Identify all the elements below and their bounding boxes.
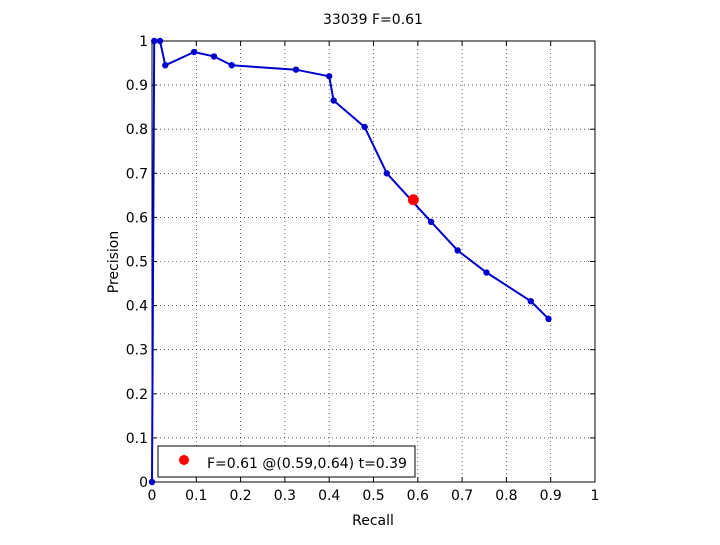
pr-curve-point: [527, 297, 534, 305]
legend-entry-text: F=0.61 @(0.59,0.64) t=0.39: [207, 456, 407, 472]
x-tick-label: 0: [148, 488, 157, 504]
pr-curve-point: [483, 269, 490, 276]
legend-box: [157, 445, 416, 478]
pr-curve-point: [326, 73, 333, 80]
y-tick-label: 0.1: [126, 431, 148, 447]
pr-curve-point: [190, 48, 198, 56]
chart-title: 33039 F=0.61: [323, 12, 423, 28]
x-axis-title: Recall: [352, 513, 394, 529]
x-tick-label: 0.9: [540, 488, 562, 504]
pr-curve-point: [454, 247, 461, 254]
pr-curve-point: [228, 62, 235, 69]
best-f-point: [407, 194, 419, 206]
pr-curve-point: [292, 66, 300, 73]
pr-curve-point: [210, 53, 218, 60]
series-layer: [148, 37, 552, 486]
pr-curve-point: [330, 97, 337, 104]
y-tick-label: 0.2: [126, 387, 148, 403]
y-tick-label: 0.3: [126, 343, 148, 359]
ticks: 0 0.1 0.2 0.3 0.4 0.5 0.6 0.7 0.8 0.9 1 0 0.1 0.2 0.3 0…: [126, 34, 600, 504]
x-tick-label: 1: [591, 488, 600, 504]
pr-curve-point: [151, 37, 158, 45]
x-tick-label: 0.7: [451, 488, 473, 504]
y-tick-label: 0.9: [126, 78, 148, 94]
pr-curve-point: [361, 123, 368, 131]
y-tick-label: 0.4: [126, 299, 148, 315]
x-tick-label: 0.5: [362, 488, 384, 504]
legend-marker: [179, 455, 189, 465]
y-tick-label: 1: [139, 34, 148, 50]
grid: [152, 41, 595, 482]
pr-curve-point: [545, 315, 552, 323]
pr-curve-point: [162, 62, 169, 69]
y-tick-label: 0.6: [126, 210, 148, 226]
y-tick-label: 0.7: [126, 166, 148, 182]
pr-curve-point: [383, 170, 390, 177]
x-tick-label: 0.8: [495, 488, 517, 504]
pr-curve-point: [148, 478, 156, 486]
y-tick-label: 0: [139, 475, 148, 491]
x-tick-label: 0.1: [185, 488, 207, 504]
y-axis-title: Precision: [106, 231, 122, 293]
x-tick-label: 0.6: [407, 488, 429, 504]
pr-curve-point: [427, 218, 435, 226]
pr-curve-point: [156, 37, 164, 45]
x-tick-label: 0.4: [318, 488, 340, 504]
y-tick-label: 0.8: [126, 122, 148, 138]
x-tick-label: 0.2: [229, 488, 251, 504]
x-tick-label: 0.3: [274, 488, 296, 504]
y-tick-label: 0.5: [126, 255, 148, 271]
legend: F=0.61 @(0.59,0.64) t=0.39: [157, 445, 416, 478]
